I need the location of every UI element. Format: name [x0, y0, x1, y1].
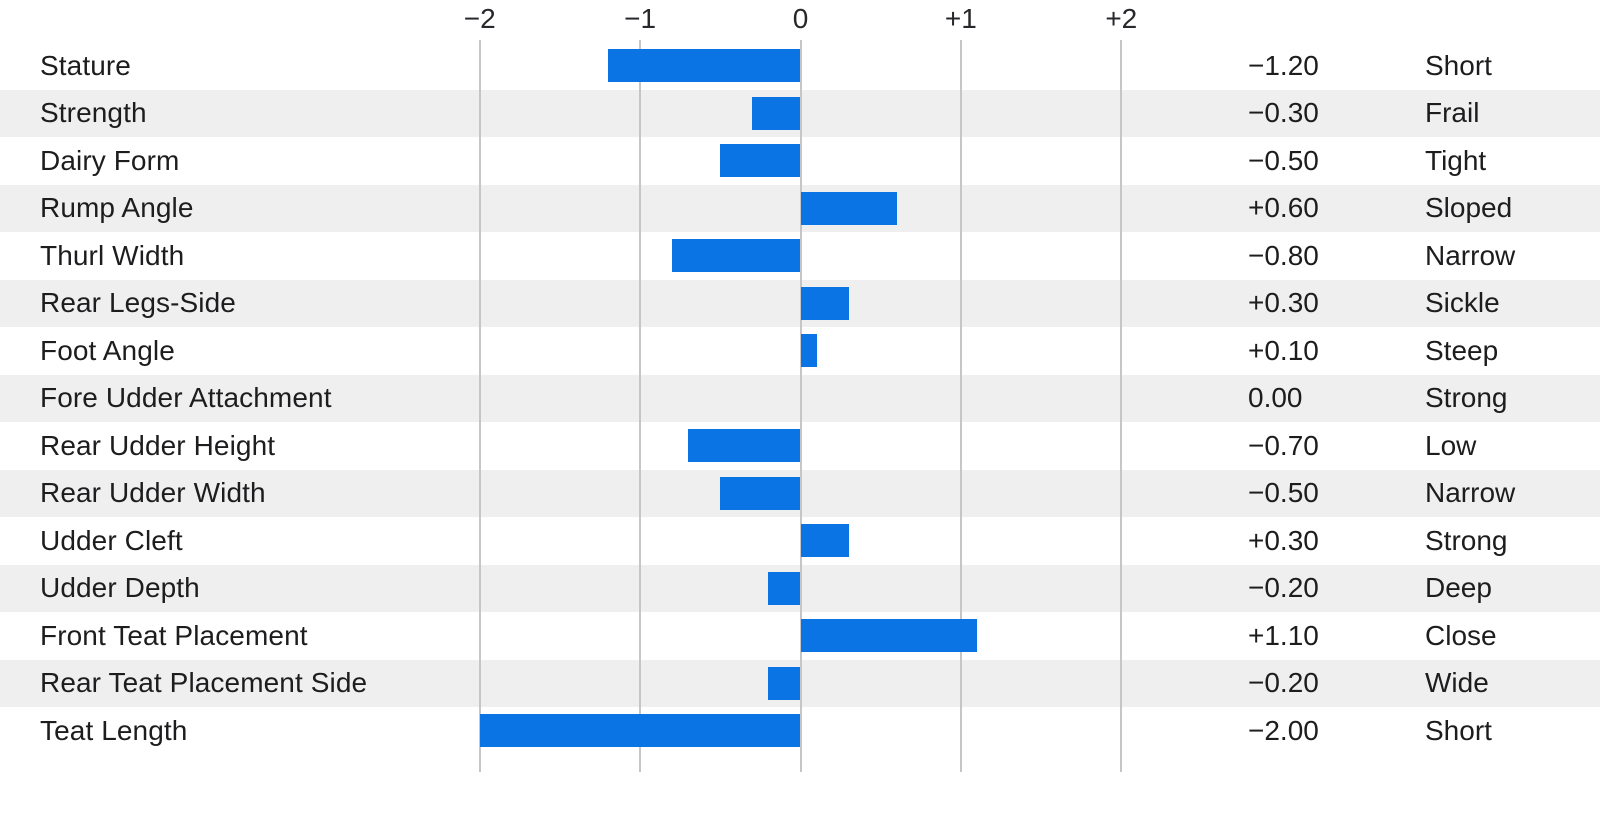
trait-label: Dairy Form — [40, 144, 180, 176]
trait-label: Front Teat Placement — [40, 619, 308, 651]
trait-bar — [688, 429, 801, 462]
trait-label: Rear Udder Height — [40, 429, 276, 461]
trait-bar — [720, 476, 801, 510]
trait-value: −0.50 — [1248, 477, 1319, 509]
trait-label: Rear Udder Width — [40, 477, 266, 509]
trait-label: Strength — [40, 97, 147, 129]
trait-bar — [608, 49, 801, 82]
trait-label: Stature — [40, 49, 131, 81]
trait-descriptor: Low — [1425, 429, 1477, 461]
trait-bar — [768, 571, 801, 605]
trait-bar — [768, 666, 801, 700]
trait-descriptor: Close — [1425, 619, 1497, 651]
trait-value: +0.10 — [1248, 334, 1319, 366]
trait-label: Teat Length — [40, 714, 188, 746]
trait-value: −1.20 — [1248, 49, 1319, 81]
trait-descriptor: Narrow — [1425, 239, 1516, 271]
table-row: Foot Angle +0.10 Steep — [0, 327, 1600, 375]
table-row: Rear Udder Height −0.70 Low — [0, 422, 1600, 470]
trait-descriptor: Sloped — [1425, 192, 1513, 224]
trait-descriptor: Deep — [1425, 572, 1492, 604]
trait-value: −0.80 — [1248, 239, 1319, 271]
trait-value: −0.20 — [1248, 572, 1319, 604]
trait-descriptor: Short — [1425, 714, 1492, 746]
trait-descriptor: Short — [1425, 49, 1492, 81]
table-row: Stature −1.20 Short — [0, 42, 1600, 90]
trait-descriptor: Sickle — [1425, 287, 1500, 319]
trait-bar — [672, 239, 801, 272]
table-row: Rear Teat Placement Side −0.20 Wide — [0, 659, 1600, 707]
axis-tick-label: +1 — [944, 3, 977, 34]
trait-label: Foot Angle — [40, 334, 175, 366]
trait-descriptor: Steep — [1425, 334, 1499, 366]
trait-label: Udder Depth — [40, 572, 200, 604]
table-row: Rear Udder Width −0.50 Narrow — [0, 469, 1600, 517]
trait-descriptor: Strong — [1425, 524, 1508, 556]
trait-bar — [800, 286, 849, 320]
table-row: Udder Cleft +0.30 Strong — [0, 517, 1600, 565]
trait-value: −0.50 — [1248, 144, 1319, 176]
trait-descriptor: Tight — [1425, 144, 1487, 176]
trait-value: 0.00 — [1248, 382, 1303, 414]
table-row: Rump Angle +0.60 Sloped — [0, 184, 1600, 232]
trait-descriptor: Frail — [1425, 97, 1480, 129]
trait-value: −0.30 — [1248, 97, 1319, 129]
trait-label: Thurl Width — [40, 239, 185, 271]
trait-descriptor: Strong — [1425, 382, 1508, 414]
table-row: Dairy Form −0.50 Tight — [0, 137, 1600, 185]
trait-value: −2.00 — [1248, 714, 1319, 746]
trait-bar — [800, 334, 817, 367]
trait-bar — [752, 96, 801, 130]
trait-bar — [720, 144, 801, 177]
trait-rows: Stature −1.20 Short Strength −0.30 Frail… — [0, 42, 1600, 755]
trait-bar — [800, 191, 897, 225]
trait-label: Fore Udder Attachment — [40, 382, 332, 414]
axis-tick-label: 0 — [792, 3, 809, 34]
trait-label: Udder Cleft — [40, 524, 183, 556]
trait-value: −0.20 — [1248, 667, 1319, 699]
trait-descriptor: Wide — [1425, 667, 1489, 699]
table-row: Fore Udder Attachment 0.00 Strong — [0, 374, 1600, 422]
table-row: Front Teat Placement +1.10 Close — [0, 612, 1600, 660]
trait-bar — [800, 524, 849, 557]
trait-bar — [800, 619, 977, 652]
trait-label: Rear Teat Placement Side — [40, 667, 368, 699]
table-row: Strength −0.30 Frail — [0, 89, 1600, 137]
trait-value: +0.30 — [1248, 287, 1319, 319]
trait-value: −0.70 — [1248, 429, 1319, 461]
axis-tick-label: −2 — [463, 3, 496, 34]
axis-labels: −2 −1 0 +1 +2 — [0, 0, 1600, 40]
trait-label: Rear Legs-Side — [40, 287, 236, 319]
axis-tick-label: +2 — [1105, 3, 1138, 34]
trait-descriptor: Narrow — [1425, 477, 1516, 509]
table-row: Rear Legs-Side +0.30 Sickle — [0, 279, 1600, 327]
trait-value: +0.60 — [1248, 192, 1319, 224]
table-row: Thurl Width −0.80 Narrow — [0, 232, 1600, 280]
trait-value: +0.30 — [1248, 524, 1319, 556]
axis-tick-label: −1 — [624, 3, 657, 34]
table-row: Teat Length −2.00 Short — [0, 707, 1600, 755]
trait-value: +1.10 — [1248, 619, 1319, 651]
table-row: Udder Depth −0.20 Deep — [0, 564, 1600, 612]
trait-label: Rump Angle — [40, 192, 194, 224]
trait-bar — [479, 714, 801, 747]
